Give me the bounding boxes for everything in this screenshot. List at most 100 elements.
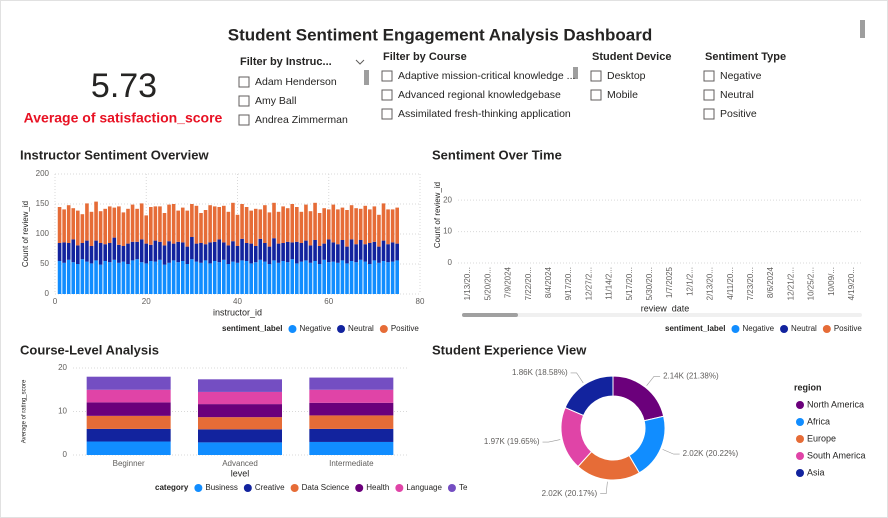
bar-segment <box>71 262 76 294</box>
bar-segment <box>153 240 158 262</box>
x-tick-label: 20 <box>142 297 151 306</box>
bar-segment <box>158 241 162 260</box>
bar-segment <box>107 243 112 263</box>
bar-segment <box>326 239 331 263</box>
legend-title: sentiment_label <box>665 324 725 333</box>
bar-segment <box>363 205 368 245</box>
bar-segment <box>162 213 167 246</box>
slicer-scrollbar[interactable] <box>364 70 369 85</box>
bar-segment <box>354 208 358 245</box>
bar-segment <box>121 261 126 294</box>
bar-segment <box>358 208 363 240</box>
bar-segment <box>317 246 322 264</box>
x-tick-label: 5/30/20... <box>645 267 654 300</box>
page-scrollbar[interactable] <box>860 20 865 38</box>
bar-segment <box>126 264 130 294</box>
bar-segment <box>308 245 313 263</box>
bar-segment <box>222 242 226 260</box>
bar-segment <box>190 237 194 260</box>
bar-segment <box>258 259 263 294</box>
bar-segment <box>263 205 267 243</box>
bar-segment <box>176 262 180 294</box>
dropdown-chevron[interactable] <box>355 59 365 65</box>
x-tick-label: 8/6/2024 <box>766 266 775 298</box>
bar-segment <box>66 259 71 294</box>
legend-marker <box>379 325 388 333</box>
bar-segment <box>309 428 394 442</box>
bar-segment <box>299 211 304 243</box>
bar-segment <box>171 243 176 261</box>
bar-segment <box>162 264 167 294</box>
bar-segment <box>86 428 171 442</box>
checkbox[interactable] <box>381 89 393 101</box>
bar-segment <box>167 262 171 294</box>
checkbox[interactable] <box>703 70 715 82</box>
bar-segment <box>295 241 299 264</box>
bar-segment <box>349 239 354 261</box>
legend-marker <box>290 484 299 492</box>
bar-segment <box>249 210 253 244</box>
checkbox[interactable] <box>590 89 602 101</box>
y-tick-label: 150 <box>36 199 50 208</box>
checkbox[interactable] <box>703 89 715 101</box>
data-label: 1.86K (18.58%) <box>512 368 568 377</box>
bar-segment <box>98 211 103 243</box>
bar-segment <box>331 204 336 243</box>
bar-segment <box>98 264 103 294</box>
checkbox[interactable] <box>238 76 250 88</box>
checkbox[interactable] <box>238 114 250 126</box>
bar-segment <box>240 238 244 261</box>
y-axis-label: Count of review_id <box>433 182 442 248</box>
bar-segment <box>390 242 395 262</box>
checkbox[interactable] <box>238 95 250 107</box>
legend-marker <box>796 452 804 460</box>
legend-marker <box>796 469 804 477</box>
checkbox[interactable] <box>590 70 602 82</box>
bar-segment <box>57 207 62 243</box>
bar-segment <box>281 261 285 294</box>
h-scrollbar-track[interactable] <box>462 313 862 317</box>
bar-segment <box>240 260 244 294</box>
bar-segment <box>253 246 258 263</box>
bar-segment <box>62 262 66 294</box>
bar-segment <box>190 259 194 294</box>
bar-segment <box>244 207 249 243</box>
bar-segment <box>345 210 349 247</box>
legend-marker <box>337 325 346 333</box>
slicer-scrollbar[interactable] <box>573 67 578 79</box>
bar-segment <box>149 261 153 294</box>
bar-segment <box>198 379 282 392</box>
bar-segment <box>94 201 98 241</box>
bar-segment <box>185 264 190 294</box>
x-tick-label: 1/13/20... <box>463 267 472 300</box>
bar-segment <box>121 246 126 262</box>
bar-segment <box>313 240 317 261</box>
bar-segment <box>253 208 258 246</box>
bar-segment <box>322 243 326 260</box>
checkbox[interactable] <box>381 70 393 82</box>
h-scrollbar-thumb[interactable] <box>462 313 518 317</box>
bar-segment <box>295 207 299 242</box>
bar-segment <box>198 429 282 443</box>
x-tick-label: Advanced <box>222 459 258 468</box>
bar-segment <box>217 207 222 240</box>
bar-segment <box>62 209 66 243</box>
legend-marker <box>796 401 804 409</box>
legend-marker <box>447 484 456 492</box>
bar-segment <box>258 209 263 239</box>
bar-segment <box>354 262 358 294</box>
y-axis-label: Count of review_id <box>21 201 30 267</box>
bar-segment <box>331 242 336 262</box>
bar-segment <box>153 261 158 294</box>
legend-label: Positive <box>391 324 420 333</box>
slicer-item: Mobile <box>607 89 638 101</box>
y-tick-label: 100 <box>36 229 50 238</box>
data-label: 2.14K (21.38%) <box>663 371 719 380</box>
checkbox[interactable] <box>703 108 715 120</box>
checkbox[interactable] <box>381 108 393 120</box>
bar-segment <box>135 241 139 260</box>
leader-line <box>646 376 661 386</box>
bar-segment <box>304 260 308 294</box>
bar-segment <box>309 377 394 390</box>
legend-marker <box>288 325 297 333</box>
